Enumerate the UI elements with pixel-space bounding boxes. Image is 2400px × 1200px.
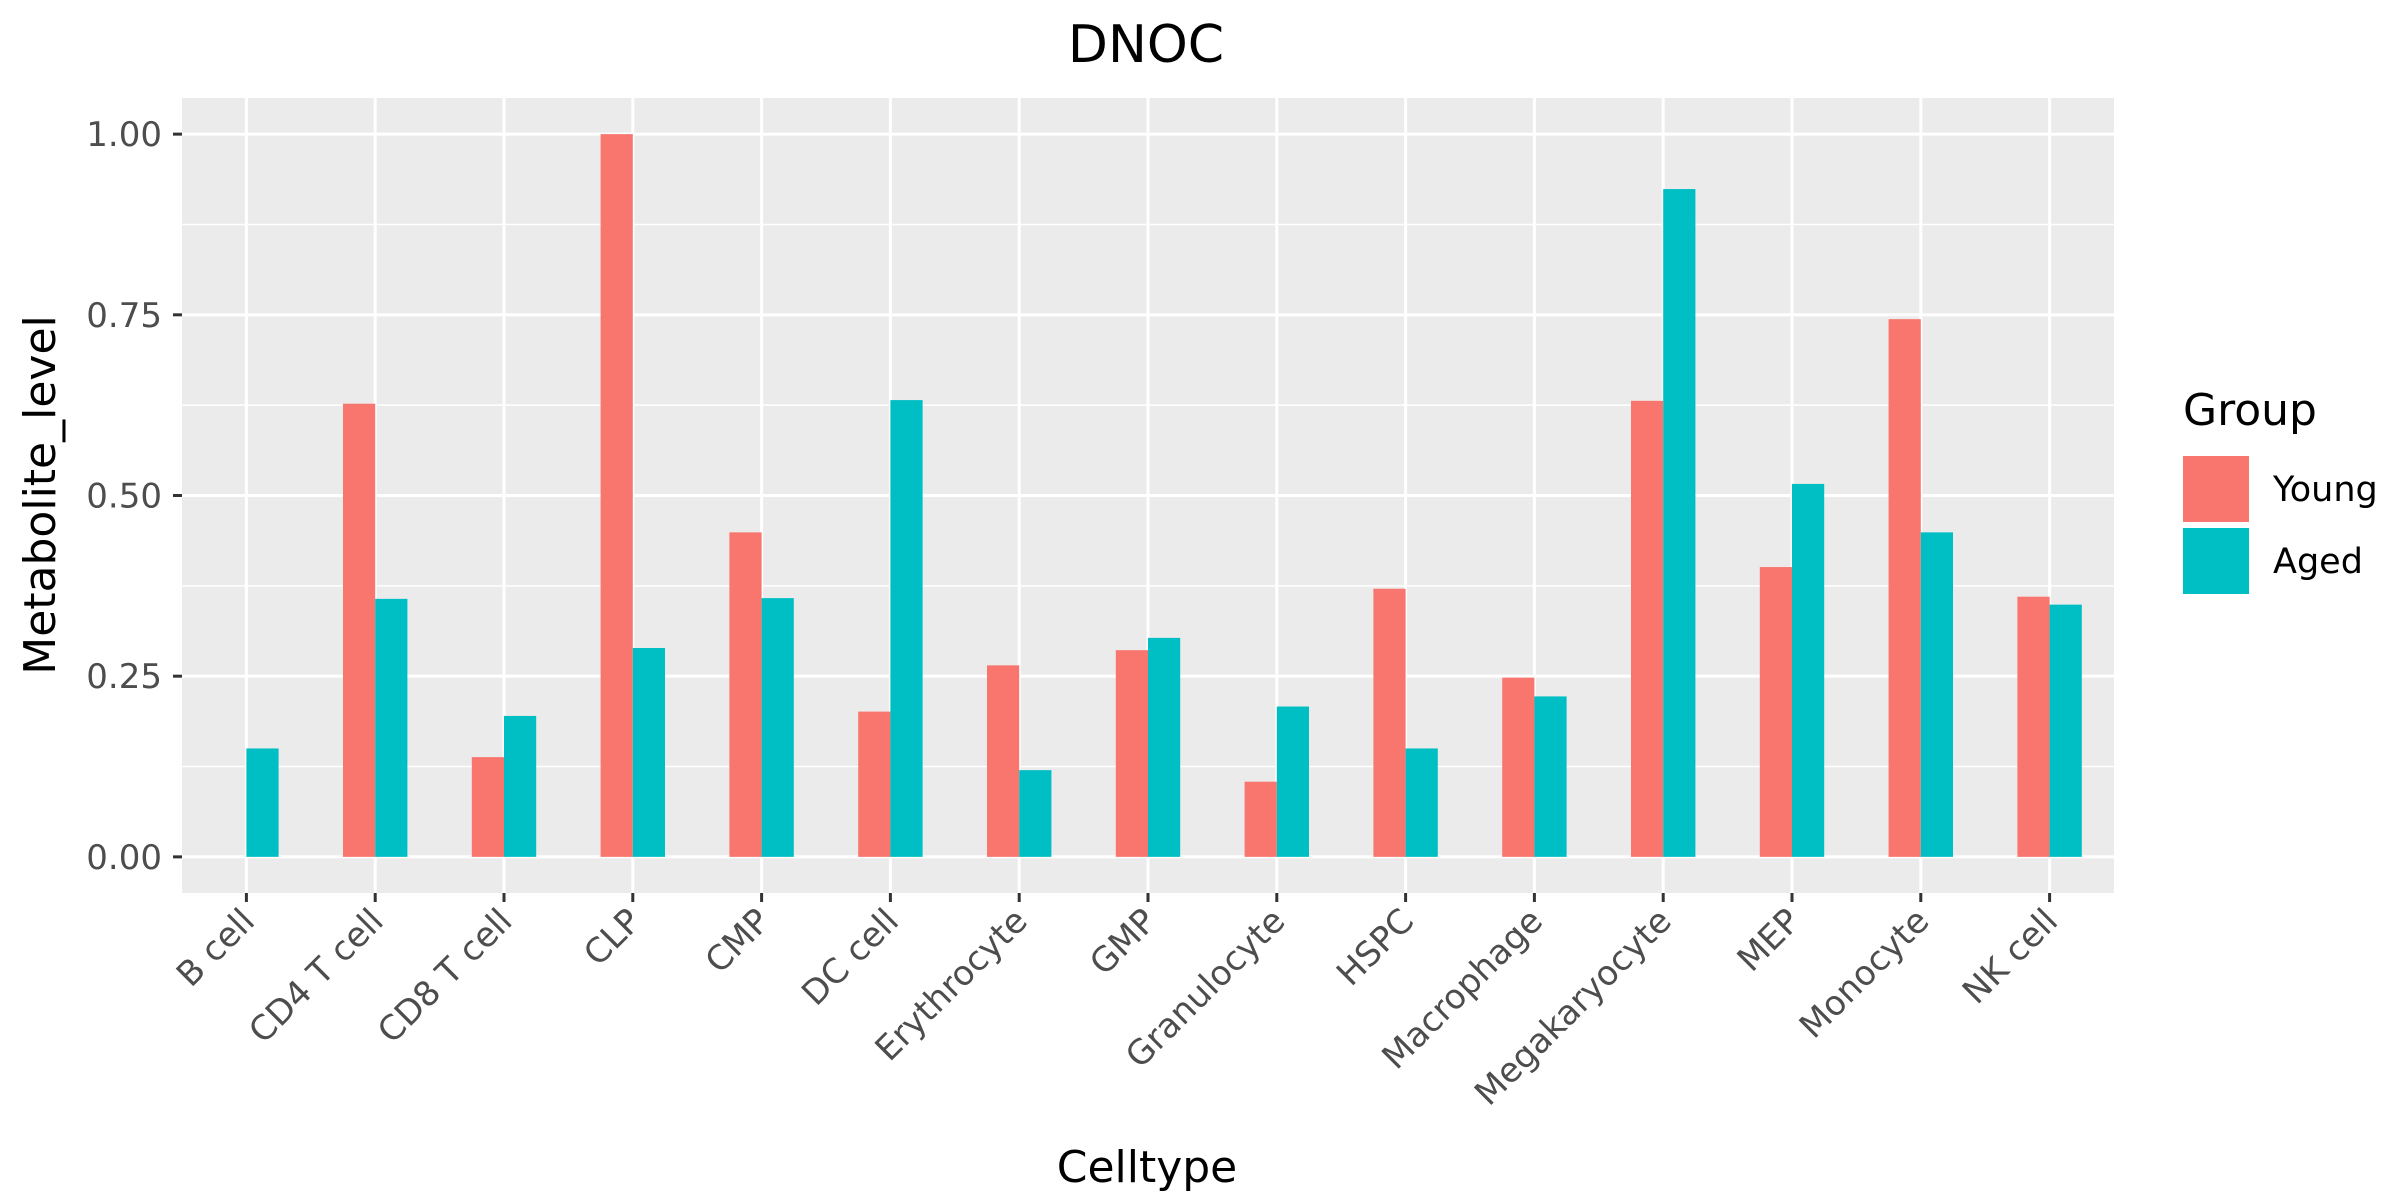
legend-key-aged [2183, 528, 2249, 594]
bar-young-cd4-t-cell [343, 403, 376, 857]
y-tick-label: 0.50 [86, 477, 162, 517]
legend: Group Young Aged [2183, 385, 2378, 594]
bar-young-monocyte [1888, 319, 1921, 857]
x-tick-label: B cell [169, 901, 263, 995]
y-tick-label: 1.00 [86, 115, 162, 155]
bar-aged-nk-cell [2049, 604, 2082, 857]
x-tick-label: CD4 T cell [241, 901, 391, 1051]
bar-young-cd8-t-cell [471, 757, 504, 857]
bar-young-granulocyte [1244, 781, 1277, 857]
bar-young-gmp [1115, 650, 1148, 857]
x-axis-title: Celltype [1057, 1142, 1238, 1193]
x-tick-label: CLP [576, 901, 649, 974]
bar-aged-clp [632, 647, 665, 857]
bar-aged-mep [1792, 483, 1825, 857]
y-tick-label: 0.25 [86, 657, 162, 697]
y-tick-label: 0.75 [86, 296, 162, 336]
x-tick-label: CMP [698, 901, 778, 981]
bar-young-nk-cell [2017, 596, 2050, 857]
bar-aged-erythrocyte [1019, 770, 1052, 857]
bar-aged-dc-cell [890, 400, 923, 857]
bar-young-hspc [1373, 588, 1406, 857]
chart-title: DNOC [1068, 15, 1224, 75]
x-tick-label: MEP [1730, 901, 1809, 980]
y-tick-label: 0.00 [86, 838, 162, 878]
bar-aged-granulocyte [1276, 706, 1309, 857]
legend-key-young [2183, 456, 2249, 522]
bar-aged-b-cell [246, 748, 279, 857]
bar-aged-cd8-t-cell [504, 715, 537, 857]
x-tick-label: HSPC [1329, 901, 1422, 994]
y-axis-title: Metabolite_level [15, 315, 66, 675]
bar-young-macrophage [1502, 677, 1535, 857]
x-tick-label: DC cell [794, 901, 907, 1014]
bar-aged-hspc [1405, 748, 1438, 857]
bar-young-cmp [729, 532, 762, 857]
x-tick-label: GMP [1082, 901, 1164, 983]
legend-label-aged: Aged [2273, 542, 2363, 582]
legend-title: Group [2183, 385, 2317, 436]
bar-aged-macrophage [1534, 696, 1567, 857]
bar-aged-monocyte [1920, 532, 1953, 857]
bar-aged-gmp [1148, 637, 1181, 857]
legend-label-young: Young [2272, 470, 2378, 510]
bar-aged-megakaryocyte [1663, 189, 1696, 857]
x-tick-label: Monocyte [1792, 901, 1937, 1046]
bar-aged-cmp [761, 598, 794, 857]
bar-young-erythrocyte [987, 665, 1020, 857]
bar-aged-cd4-t-cell [375, 598, 408, 857]
bars [246, 134, 2082, 857]
y-axis: 0.00 0.25 0.50 0.75 1.00 [86, 115, 182, 878]
bar-young-megakaryocyte [1631, 400, 1664, 857]
bar-young-mep [1759, 567, 1792, 857]
x-tick-label: NK cell [1955, 901, 2066, 1012]
bar-young-dc-cell [858, 711, 891, 857]
x-tick-label: CD8 T cell [370, 901, 520, 1051]
bar-young-clp [600, 134, 633, 857]
